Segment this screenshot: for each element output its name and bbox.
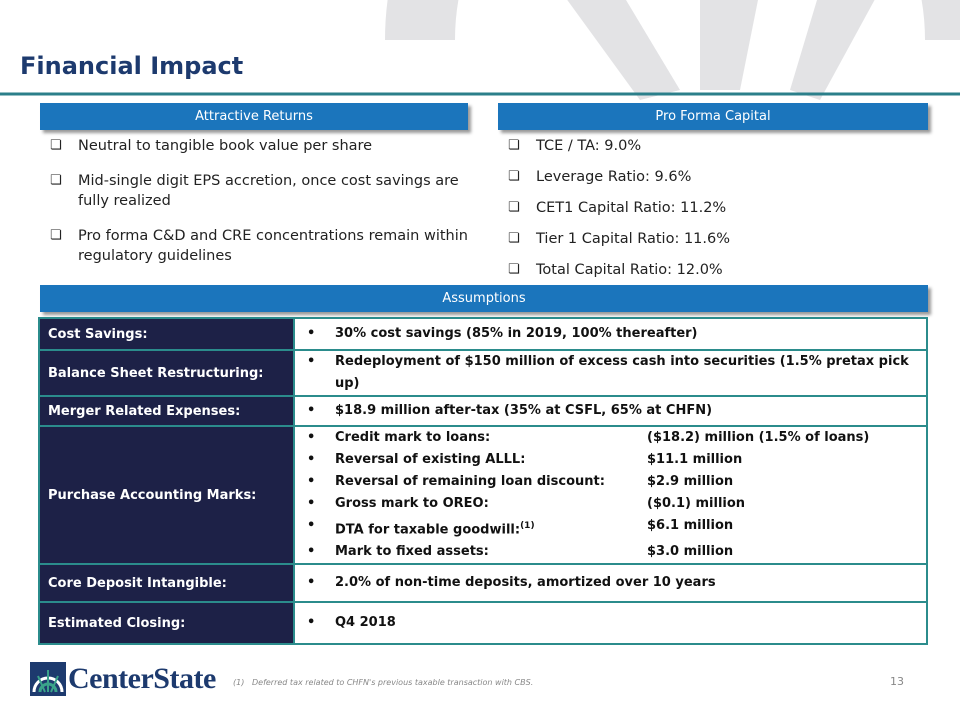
title: Financial Impact: [20, 52, 244, 80]
row-content: Q4 2018: [293, 601, 928, 646]
page-number: 13: [890, 675, 904, 688]
row-item: Reversal of existing ALLL: $11.1 million: [295, 449, 926, 471]
bullet-list: TCE / TA: 9.0% Leverage Ratio: 9.6% CET1 C…: [508, 136, 928, 291]
item-amount: $11.1 million: [647, 452, 743, 467]
row-content: 2.0% of non-time deposits, amortized ove…: [293, 563, 928, 604]
row-label: Estimated Closing:: [38, 601, 295, 646]
item-text: Mark to fixed assets:: [335, 544, 489, 560]
section-heading: Pro Forma Capital: [498, 103, 928, 130]
item-text: Q4 2018: [335, 615, 396, 631]
bullet-item: CET1 Capital Ratio: 11.2%: [508, 198, 928, 218]
row-label: Balance Sheet Restructuring:: [38, 349, 295, 397]
table-row: Cost Savings: 30% cost savings (85% in 20…: [38, 317, 928, 351]
logo-icon: [30, 662, 66, 696]
bullet-list: Neutral to tangible book value per share…: [50, 136, 470, 281]
bullet-item: Neutral to tangible book value per share: [50, 136, 470, 156]
assumptions-table: Cost Savings: 30% cost savings (85% in 20…: [38, 317, 928, 646]
row-label: Purchase Accounting Marks:: [38, 424, 295, 566]
table-row: Core Deposit Intangible: 2.0% of non-time…: [38, 563, 928, 604]
row-content: Redeployment of $150 million of excess c…: [293, 349, 928, 397]
bullet-item: Total Capital Ratio: 12.0%: [508, 260, 928, 280]
item-amount: $6.1 million: [647, 518, 734, 533]
row-item: 2.0% of non-time deposits, amortized ove…: [295, 572, 926, 594]
row-label: Core Deposit Intangible:: [38, 563, 295, 604]
bullet-item: Leverage Ratio: 9.6%: [508, 167, 928, 187]
item-text: 30% cost savings (85% in 2019, 100% ther…: [335, 326, 698, 341]
table-row: Purchase Accounting Marks:Credit mark to…: [38, 424, 928, 566]
logo-text: CenterState: [68, 662, 216, 695]
item-text: $18.9 million after-tax (35% at CSFL, 65…: [335, 403, 713, 418]
row-item: Reversal of remaining loan discount: $2.9…: [295, 471, 926, 493]
item-amount: ($18.2) million (1.5% of loans): [647, 430, 870, 445]
row-label: Cost Savings:: [38, 317, 295, 351]
item-text: Reversal of remaining loan discount:: [335, 474, 605, 489]
item-note: (1): [520, 521, 535, 531]
row-content: 30% cost savings (85% in 2019, 100% ther…: [293, 317, 928, 351]
item-amount: $3.0 million: [647, 544, 734, 560]
section-heading: Assumptions: [40, 285, 928, 312]
row-item: Q4 2018: [295, 612, 926, 634]
row-item: Gross mark to OREO: ($0.1) million: [295, 493, 926, 515]
bullet-item: Mid-single digit EPS accretion, once cos…: [50, 171, 470, 211]
item-amount: $2.9 million: [647, 474, 734, 489]
bullet-item: Pro forma C&D and CRE concentrations rem…: [50, 226, 470, 266]
row-item: DTA for taxable goodwill:(1) $6.1 million: [295, 515, 926, 541]
section-heading: Attractive Returns: [40, 103, 468, 130]
bullet-item: Tier 1 Capital Ratio: 11.6%: [508, 229, 928, 249]
item-text: DTA for taxable goodwill:: [335, 522, 521, 538]
row-label: Merger Related Expenses:: [38, 395, 295, 427]
item-amount: ($0.1) million: [647, 496, 746, 511]
row-item: Mark to fixed assets: $3.0 million: [295, 541, 926, 563]
item-text: Gross mark to OREO:: [335, 496, 489, 511]
footnote-marker: (1): [233, 678, 245, 687]
footnote: (1) Deferred tax related to CHFN's previ…: [233, 678, 533, 687]
row-content: $18.9 million after-tax (35% at CSFL, 65…: [293, 395, 928, 427]
item-text: Redeployment of $150 million of excess c…: [335, 354, 909, 391]
item-text: Reversal of existing ALLL:: [335, 452, 526, 467]
item-text: Credit mark to loans:: [335, 430, 491, 445]
row-item: $18.9 million after-tax (35% at CSFL, 65…: [295, 400, 926, 422]
row-item: Credit mark to loans: ($18.2) million (1.…: [295, 427, 926, 449]
footnote-text: Deferred tax related to CHFN's previous …: [251, 678, 534, 687]
bullet-item: TCE / TA: 9.0%: [508, 136, 928, 156]
item-text: 2.0% of non-time deposits, amortized ove…: [335, 575, 716, 591]
table-row: Merger Related Expenses: $18.9 million af…: [38, 395, 928, 427]
table-row: Balance Sheet Restructuring: Redeployment…: [38, 349, 928, 397]
row-item: Redeployment of $150 million of excess c…: [295, 351, 926, 395]
table-row: Estimated Closing: Q4 2018: [38, 601, 928, 646]
row-item: 30% cost savings (85% in 2019, 100% ther…: [295, 323, 926, 345]
row-content: Credit mark to loans: ($18.2) million (1.…: [293, 424, 928, 566]
